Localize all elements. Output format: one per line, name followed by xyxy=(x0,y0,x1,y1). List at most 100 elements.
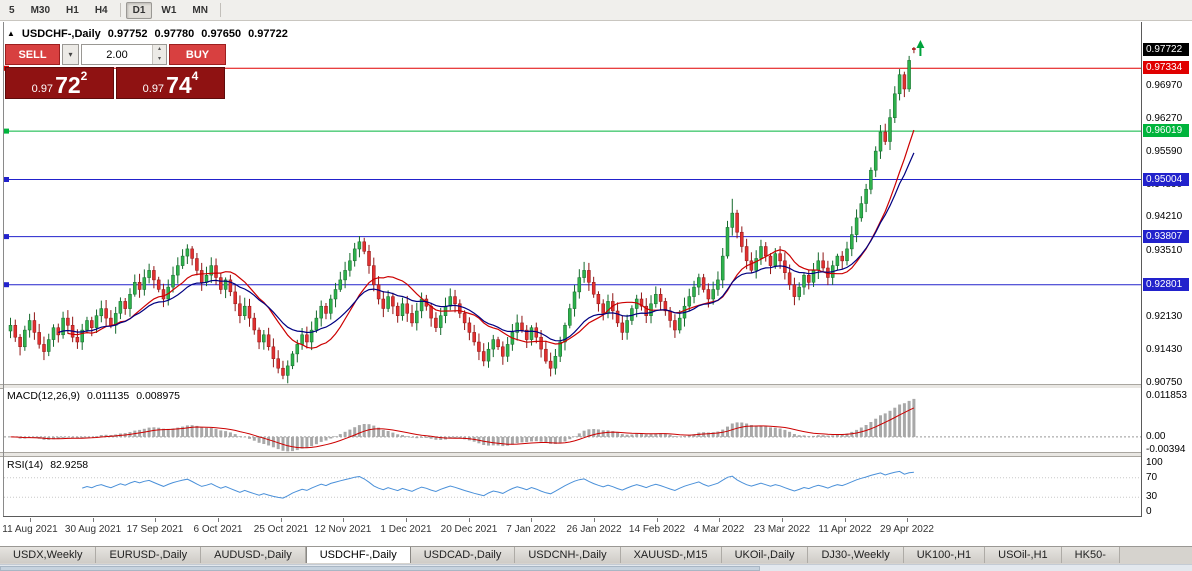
buy-price-prefix: 0.97 xyxy=(142,83,165,95)
price-axis-label: 0.94210 xyxy=(1146,211,1183,222)
date-tick xyxy=(845,518,846,522)
macd-main-value: 0.011135 xyxy=(86,390,130,402)
chart-tab[interactable]: EURUSD-,Daily xyxy=(96,547,202,563)
candles-layer xyxy=(8,47,916,384)
date-tick xyxy=(907,518,908,522)
macd-canvas[interactable] xyxy=(4,388,1141,452)
chart-tab[interactable]: USDCNH-,Daily xyxy=(515,547,621,563)
date-tick xyxy=(406,518,407,522)
macd-signal-value: 0.008975 xyxy=(136,390,180,402)
toolbar-separator xyxy=(119,3,121,17)
chart-tab[interactable]: XAUUSD-,M15 xyxy=(620,547,722,563)
timeframe-button-5[interactable]: 5 xyxy=(2,2,22,19)
horizontal-lines-layer xyxy=(4,65,1141,288)
chart-tab[interactable]: HK50- xyxy=(1061,547,1120,563)
macd-axis-label: 0.011853 xyxy=(1146,390,1187,401)
timeframe-button-d1[interactable]: D1 xyxy=(125,1,153,19)
date-label: 6 Oct 2021 xyxy=(193,524,243,535)
chart-tab[interactable]: DJ30-,Weekly xyxy=(808,547,904,563)
volume-decrease-button[interactable]: ▾ xyxy=(153,54,166,64)
ohlc-header: ▲ USDCHF-,Daily 0.97752 0.97780 0.97650 … xyxy=(7,28,288,40)
price-badge: 0.93807 xyxy=(1143,230,1189,243)
buy-price-display[interactable]: 0.97 74 4 xyxy=(116,67,225,99)
timeframe-button-h4[interactable]: H4 xyxy=(88,2,115,19)
up-arrow-marker xyxy=(916,40,925,56)
price-badge: 0.95004 xyxy=(1143,173,1189,186)
sell-button[interactable]: SELL xyxy=(5,44,60,65)
hline-anchor-marker[interactable] xyxy=(4,177,9,182)
chart-tab[interactable]: USDCAD-,Daily xyxy=(410,547,516,563)
price-axis-divider xyxy=(1141,22,1142,517)
chart-left-border xyxy=(3,22,4,517)
date-label: 26 Jan 2022 xyxy=(566,524,622,535)
rsi-title: RSI(14) xyxy=(7,459,44,471)
date-label: 4 Mar 2022 xyxy=(693,524,745,535)
main-chart-canvas[interactable] xyxy=(4,26,1141,384)
price-axis[interactable]: 0.969700.962700.955900.948900.942100.935… xyxy=(1142,22,1192,542)
scrollbar-thumb[interactable] xyxy=(0,566,760,571)
hline-anchor-marker[interactable] xyxy=(4,282,9,288)
rsi-canvas[interactable] xyxy=(4,457,1141,512)
date-axis[interactable]: 11 Aug 2021 30 Aug 2021 17 Sep 2021 6 Oct 2… xyxy=(0,518,1141,542)
date-label: 11 Apr 2022 xyxy=(818,524,872,535)
buy-button[interactable]: BUY xyxy=(169,44,226,65)
ohlc-close-value: 0.97722 xyxy=(248,28,288,40)
volume-steppers: ▴ ▾ xyxy=(152,45,166,64)
macd-axis-label: 0.00 xyxy=(1146,431,1166,442)
macd-signal-line xyxy=(10,407,915,449)
timeframe-button-h1[interactable]: H1 xyxy=(59,2,86,19)
main-chart[interactable]: ▲ USDCHF-,Daily 0.97752 0.97780 0.97650 … xyxy=(4,26,1141,384)
volume-input[interactable] xyxy=(82,45,152,64)
date-tick xyxy=(30,518,31,522)
volume-spinner: ▴ ▾ xyxy=(81,44,167,65)
price-badge: 0.96019 xyxy=(1143,124,1189,137)
rsi-header: RSI(14) 82.9258 xyxy=(7,459,88,471)
chart-tab[interactable]: USOil-,H1 xyxy=(985,547,1062,563)
date-label: 11 Aug 2021 xyxy=(2,524,58,535)
panel-splitter[interactable] xyxy=(0,452,1141,457)
ohlc-low-value: 0.97650 xyxy=(201,28,242,40)
one-click-trading-panel: SELL ▾ ▴ ▾ BUY 0.97 72 2 xyxy=(5,44,229,99)
hline-anchor-marker[interactable] xyxy=(4,234,9,240)
chart-tab[interactable]: USDCHF-,Daily xyxy=(305,547,411,563)
timeframe-button-m30[interactable]: M30 xyxy=(24,2,57,19)
rsi-panel[interactable]: RSI(14) 82.9258 xyxy=(4,457,1141,512)
price-axis-label: 0.95590 xyxy=(1146,146,1183,157)
date-tick xyxy=(281,518,282,522)
date-label: 12 Nov 2021 xyxy=(314,524,372,535)
ohlc-high-value: 0.97780 xyxy=(154,28,195,40)
price-axis-label: 0.93510 xyxy=(1146,245,1183,256)
macd-title: MACD(12,26,9) xyxy=(7,390,80,402)
date-tick xyxy=(469,518,470,522)
macd-panel[interactable]: MACD(12,26,9) 0.011135 0.008975 xyxy=(4,388,1141,452)
chart-tab[interactable]: USDX,Weekly xyxy=(0,547,97,563)
volume-dropdown-button[interactable]: ▾ xyxy=(62,44,79,65)
trade-panel-controls-row: SELL ▾ ▴ ▾ BUY xyxy=(5,44,229,65)
macd-histogram xyxy=(13,398,916,452)
chart-window: ▲ USDCHF-,Daily 0.97752 0.97780 0.97650 … xyxy=(0,22,1192,546)
toolbar-separator xyxy=(219,3,221,17)
date-label: 7 Jan 2022 xyxy=(506,524,556,535)
date-label: 14 Feb 2022 xyxy=(628,524,686,535)
trade-panel-prices-row: 0.97 72 2 0.97 74 4 xyxy=(5,67,229,99)
price-axis-label: 0.91430 xyxy=(1146,344,1183,355)
collapse-triangle-icon[interactable]: ▲ xyxy=(7,29,15,38)
hline-anchor-marker[interactable] xyxy=(4,128,9,134)
volume-increase-button[interactable]: ▴ xyxy=(153,45,166,55)
date-label: 30 Aug 2021 xyxy=(64,524,122,535)
timeframe-button-w1[interactable]: W1 xyxy=(154,2,183,19)
rsi-axis-label: 100 xyxy=(1146,457,1163,468)
chart-tab[interactable]: AUDUSD-,Daily xyxy=(201,547,306,563)
date-tick xyxy=(782,518,783,522)
chart-tab[interactable]: UKOil-,Daily xyxy=(721,547,809,563)
macd-header: MACD(12,26,9) 0.011135 0.008975 xyxy=(7,390,180,402)
chart-tab[interactable]: UK100-,H1 xyxy=(903,547,986,563)
timeframe-button-mn[interactable]: MN xyxy=(185,2,215,19)
date-tick xyxy=(218,518,219,522)
horizontal-scrollbar[interactable] xyxy=(0,564,1192,571)
sell-price-display[interactable]: 0.97 72 2 xyxy=(5,67,114,99)
date-tick xyxy=(657,518,658,522)
date-tick xyxy=(155,518,156,522)
price-badge: 0.92801 xyxy=(1143,278,1189,291)
